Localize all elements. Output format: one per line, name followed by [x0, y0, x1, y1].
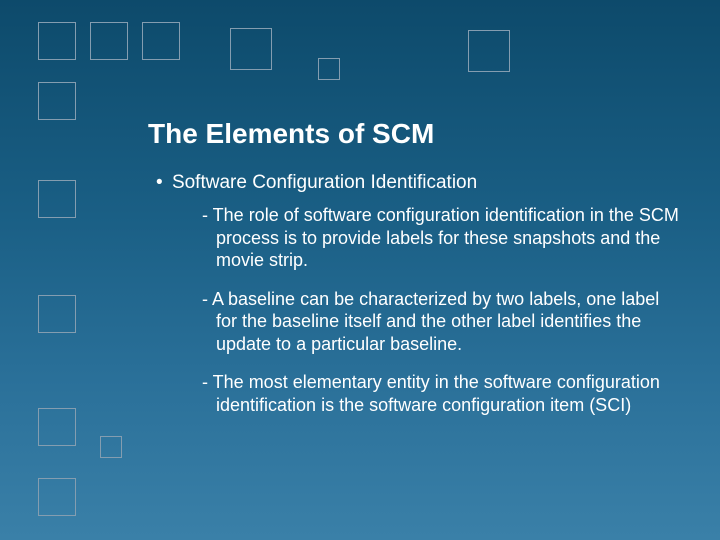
decor-square: [90, 22, 128, 60]
decor-square: [38, 180, 76, 218]
sub-bullet-3: - The most elementary entity in the soft…: [202, 371, 680, 416]
main-bullet: Software Configuration Identification: [174, 172, 680, 194]
decor-square: [468, 30, 510, 72]
decor-square: [38, 478, 76, 516]
decor-square: [318, 58, 340, 80]
decor-square: [38, 22, 76, 60]
slide-title: The Elements of SCM: [148, 118, 680, 150]
sub-bullet-1: - The role of software configuration ide…: [202, 204, 680, 272]
decor-square: [230, 28, 272, 70]
decor-square: [38, 82, 76, 120]
slide-content: The Elements of SCM Software Configurati…: [148, 118, 680, 432]
sub-bullet-2: - A baseline can be characterized by two…: [202, 288, 680, 356]
decor-square: [38, 295, 76, 333]
decor-square: [100, 436, 122, 458]
decor-square: [142, 22, 180, 60]
decor-square: [38, 408, 76, 446]
